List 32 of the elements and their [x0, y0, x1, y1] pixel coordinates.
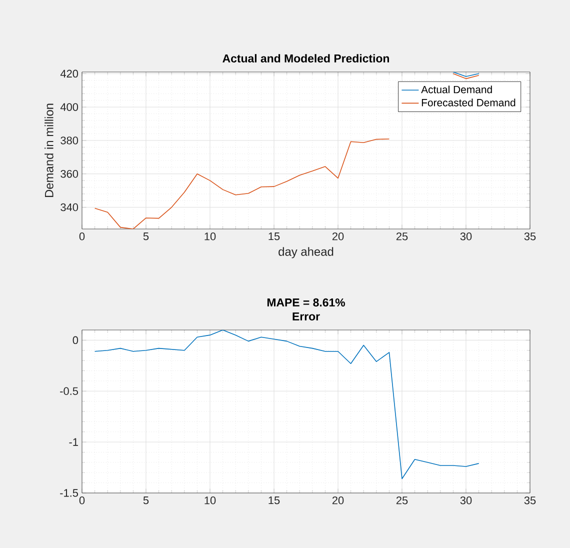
- x-tick-label: 35: [524, 232, 536, 240]
- x-tick-label: 5: [143, 232, 149, 240]
- y-tick-label: -0.5: [60, 387, 78, 395]
- x-tick-label: 10: [204, 496, 216, 504]
- x-tick-label: 25: [396, 232, 408, 240]
- x-tick-label: 10: [204, 232, 216, 240]
- x-tick-label: 25: [396, 496, 408, 504]
- x-tick-label: 30: [460, 496, 472, 504]
- y-tick-label: 0: [72, 336, 78, 344]
- legend-label: Actual Demand: [421, 86, 492, 94]
- y-tick-label: 340: [60, 203, 78, 212]
- chart-title: MAPE = 8.61%: [267, 298, 346, 307]
- x-tick-label: 20: [332, 496, 344, 504]
- x-tick-label: 15: [268, 496, 280, 504]
- legend-label: Forecasted Demand: [422, 98, 516, 106]
- x-tick-label: 30: [460, 232, 472, 240]
- chart-subtitle: Error: [292, 312, 320, 320]
- x-tick-label: 20: [332, 232, 344, 240]
- x-axis-title: day ahead: [278, 247, 334, 258]
- y-tick-label: 400: [60, 103, 78, 111]
- chart-title: Actual and Modeled Prediction: [222, 54, 389, 62]
- y-tick-label: 420: [60, 70, 78, 78]
- x-tick-label: 5: [143, 496, 149, 504]
- y-tick-label: 360: [60, 170, 78, 178]
- x-tick-label: 0: [79, 232, 85, 240]
- y-tick-label: 380: [60, 136, 78, 144]
- x-tick-label: 0: [79, 496, 85, 504]
- y-tick-label: -1.5: [60, 489, 78, 497]
- x-tick-label: 35: [524, 496, 536, 504]
- y-axis-title: Demand in million: [44, 104, 54, 198]
- y-tick-label: -1: [69, 438, 78, 446]
- x-tick-label: 15: [268, 232, 280, 240]
